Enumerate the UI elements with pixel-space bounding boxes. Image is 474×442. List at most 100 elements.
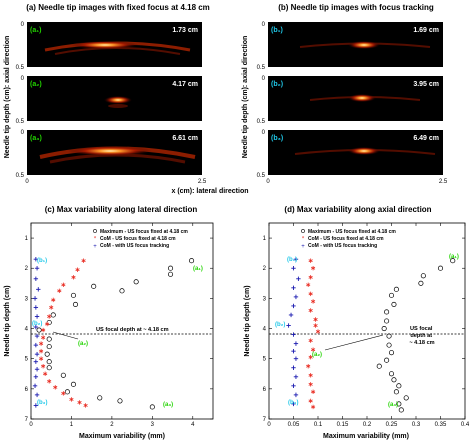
- com-fixed-focus-point: [310, 404, 316, 410]
- com-focus-tracking-point: [34, 351, 40, 357]
- com-focus-tracking-point: [33, 403, 39, 408]
- chart-c-focal-label: US focal depth at ~ 4.18 cm: [96, 327, 169, 333]
- com-fixed-focus-point: [308, 338, 313, 343]
- com-fixed-focus-point: [310, 389, 316, 395]
- y-tick-label: 2: [25, 266, 29, 272]
- y-tick-label: 7: [263, 417, 267, 423]
- x-tick-label: 4: [191, 422, 195, 428]
- x-tick-label: 2: [110, 422, 114, 428]
- max-variability-point: [450, 258, 456, 264]
- frame-b1-value: 1.69 cm: [413, 27, 439, 34]
- chart-d-annotation-a1: (a₁): [449, 254, 459, 260]
- com-focus-tracking-point: [293, 341, 299, 346]
- chart-c: (c) Max variability along lateral direct…: [4, 205, 214, 440]
- max-variability-point: [97, 395, 103, 401]
- x-tick-label: 0.2: [363, 422, 372, 428]
- max-variability-point: [384, 318, 390, 324]
- com-fixed-focus-point: [38, 341, 44, 346]
- com-fixed-focus-point: [41, 364, 46, 369]
- panel-a-ylabel: Needle tip depth (cm): axial direction: [4, 36, 11, 159]
- com-focus-tracking-point: [293, 374, 299, 379]
- chart-d-ticks: 1 2 3 4 5 6 70 0.05 0.1 0.15 0.2 0.25 0.3 0.35 0.4: [263, 223, 470, 428]
- panel-a-xtick-0: 0: [25, 179, 29, 185]
- y-tick-label: 2: [263, 266, 267, 272]
- frame-a2-tag: (a₂): [30, 81, 42, 88]
- com-focus-tracking-point: [33, 374, 39, 379]
- frame-a3-ytick-bottom: 0.5: [16, 173, 25, 179]
- chart-c-legend-plus-marker: +: [93, 244, 97, 250]
- max-variability-point: [388, 350, 395, 356]
- chart-c-points: [32, 256, 195, 410]
- chart-c-xlabel: Maximum variability (mm): [79, 433, 165, 440]
- y-tick-label: 5: [263, 357, 267, 363]
- frame-a1-value: 1.73 cm: [172, 27, 198, 34]
- frame-b2-ytick-bottom: 0.5: [257, 119, 266, 125]
- chart-d-focal-label-line-1: US focal: [410, 326, 433, 332]
- frame-a1-tag: (a₁): [30, 27, 41, 34]
- com-focus-tracking-point: [291, 401, 296, 407]
- frame-a3-tag: (a₃): [30, 135, 42, 142]
- max-variability-point: [70, 292, 77, 298]
- chart-c-annotation-b3: (b₃): [37, 400, 47, 406]
- max-variability-point: [388, 292, 395, 298]
- chart-d-annotation-b2: (b₂): [275, 322, 285, 328]
- chart-d-annotation-a3: (a₃): [388, 402, 398, 408]
- panel-a-title: (a) Needle tip images with fixed focus a…: [26, 3, 210, 12]
- frame-a1: (a₁) 1.73 cm: [27, 22, 202, 67]
- com-focus-tracking-point: [36, 287, 41, 292]
- chart-c-annotation-a1: (a₁): [193, 266, 203, 272]
- com-focus-tracking-point: [291, 332, 296, 337]
- com-focus-tracking-point: [33, 305, 39, 310]
- frame-b2-value: 3.95 cm: [413, 81, 439, 88]
- com-fixed-focus-point: [308, 382, 313, 387]
- max-variability-point: [391, 301, 397, 307]
- com-focus-tracking-point: [33, 256, 39, 262]
- com-fixed-focus-point: [71, 275, 76, 280]
- max-variability-point: [396, 401, 402, 407]
- com-focus-tracking-point: [291, 303, 296, 309]
- frame-a1-ytick-bottom: 0.5: [16, 65, 25, 71]
- com-focus-tracking-point: [293, 256, 299, 262]
- x-tick-label: 0: [267, 422, 271, 428]
- com-focus-tracking-point: [291, 285, 296, 291]
- y-tick-label: 3: [25, 296, 29, 302]
- com-fixed-focus-point: [308, 373, 313, 378]
- com-focus-tracking-point: [32, 383, 38, 389]
- max-variability-point: [393, 389, 399, 395]
- com-focus-tracking-point: [34, 266, 40, 271]
- com-fixed-focus-point: [53, 385, 58, 390]
- com-fixed-focus-point: [57, 288, 62, 294]
- chart-c-a2-leader: [52, 331, 79, 340]
- frame-b1-ytick-bottom: 0.5: [257, 65, 266, 71]
- com-focus-tracking-point: [32, 296, 38, 301]
- chart-d-annotation-b1: (b₁): [287, 257, 297, 263]
- com-fixed-focus-point: [47, 379, 52, 384]
- com-fixed-focus-point: [61, 282, 66, 288]
- max-variability-point: [149, 404, 155, 410]
- chart-d-legend-series-3: CoM - with US focus tracking: [308, 243, 377, 249]
- frame-b3: (b₃) 6.49 cm: [268, 130, 443, 175]
- panel-b-title: (b) Needle tip images with focus trackin…: [278, 3, 434, 12]
- max-variability-point: [133, 279, 139, 285]
- chart-d-legend: Maximum - US focus fixed at 4.18 cm * Co…: [301, 229, 396, 250]
- frame-b2: (b₂) 3.95 cm: [268, 76, 443, 121]
- com-focus-tracking-point: [293, 392, 299, 398]
- max-variability-point: [117, 398, 123, 404]
- y-tick-label: 4: [263, 327, 267, 333]
- y-tick-label: 7: [25, 417, 29, 423]
- chart-c-legend-series-3: CoM - with US focus tracking: [100, 243, 169, 249]
- max-variability-point: [384, 309, 390, 315]
- com-fixed-focus-point: [38, 356, 44, 361]
- chart-c-annotation-b2: (b₂): [32, 321, 42, 327]
- chart-c-ylabel: Needle tip depth (cm): [4, 285, 11, 356]
- chart-d-points: [286, 256, 456, 413]
- com-focus-tracking-point: [34, 392, 40, 398]
- max-variability-point: [70, 381, 77, 387]
- com-fixed-focus-point: [310, 266, 316, 271]
- com-focus-tracking-point: [291, 348, 296, 354]
- images-xlabel: x (cm): lateral direction: [171, 188, 248, 195]
- chart-d-title: (d) Max variability along axial directio…: [284, 205, 431, 214]
- y-tick-label: 1: [25, 236, 29, 242]
- y-tick-label: 1: [263, 236, 267, 242]
